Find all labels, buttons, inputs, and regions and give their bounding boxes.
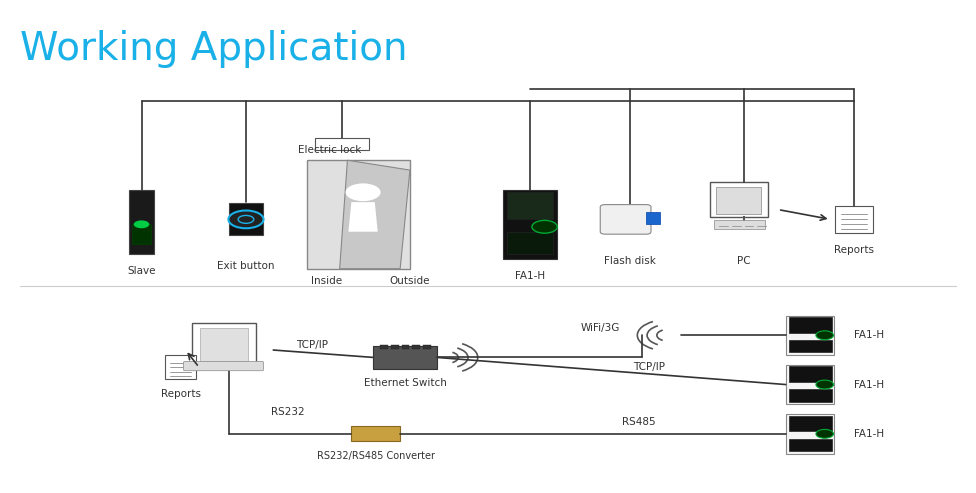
Text: Exit button: Exit button — [218, 261, 274, 271]
Text: Electric lock: Electric lock — [299, 145, 361, 155]
Bar — [716, 187, 761, 214]
Circle shape — [816, 380, 834, 389]
Bar — [786, 365, 834, 404]
Text: Reports: Reports — [834, 245, 874, 255]
Bar — [710, 182, 768, 217]
Text: Ethernet Switch: Ethernet Switch — [364, 379, 446, 388]
Text: FA1-H: FA1-H — [515, 271, 545, 281]
Bar — [351, 426, 400, 441]
Polygon shape — [340, 160, 410, 269]
Text: TCP/IP: TCP/IP — [297, 340, 328, 350]
Circle shape — [228, 211, 264, 228]
Bar — [789, 317, 832, 333]
Bar — [508, 232, 553, 254]
Text: FA1-H: FA1-H — [854, 330, 884, 340]
Bar — [228, 203, 264, 235]
Bar — [714, 220, 765, 229]
Bar — [835, 206, 873, 233]
Bar — [315, 138, 369, 150]
Text: Reports: Reports — [161, 389, 200, 399]
Bar — [390, 345, 398, 349]
Circle shape — [134, 220, 149, 228]
Bar — [165, 355, 196, 379]
Bar — [786, 316, 834, 355]
Circle shape — [816, 331, 834, 340]
Bar — [380, 345, 387, 349]
Text: Working Application: Working Application — [20, 30, 407, 68]
Bar — [786, 414, 834, 454]
Circle shape — [816, 429, 834, 438]
Bar — [789, 416, 832, 431]
FancyBboxPatch shape — [183, 361, 264, 371]
Bar — [423, 345, 430, 349]
Circle shape — [346, 183, 381, 201]
Bar — [129, 190, 154, 254]
Bar — [200, 328, 248, 361]
Text: RS232: RS232 — [271, 407, 305, 417]
Bar — [133, 224, 150, 244]
Text: TCP/IP: TCP/IP — [633, 362, 665, 372]
Polygon shape — [348, 202, 378, 232]
Text: Slave: Slave — [127, 266, 156, 276]
Text: RS485: RS485 — [623, 417, 656, 426]
Bar — [402, 345, 410, 349]
Text: Flash disk: Flash disk — [603, 256, 656, 266]
Bar — [504, 190, 557, 259]
Circle shape — [532, 220, 557, 233]
Text: FA1-H: FA1-H — [854, 380, 884, 389]
Bar — [789, 340, 832, 352]
Bar — [646, 212, 660, 224]
Text: FA1-H: FA1-H — [854, 429, 884, 439]
Text: Inside: Inside — [311, 276, 343, 286]
Text: RS232/RS485 Converter: RS232/RS485 Converter — [317, 451, 434, 461]
Bar — [789, 389, 832, 402]
Bar — [413, 345, 421, 349]
Bar — [789, 366, 832, 382]
Bar — [192, 323, 256, 365]
FancyBboxPatch shape — [600, 205, 651, 234]
Bar — [789, 439, 832, 451]
Bar — [508, 192, 553, 219]
Text: Outside: Outside — [389, 276, 430, 286]
Bar — [373, 346, 436, 369]
Text: PC: PC — [737, 256, 751, 266]
Text: WiFi/3G: WiFi/3G — [581, 323, 620, 333]
Bar — [307, 160, 410, 269]
